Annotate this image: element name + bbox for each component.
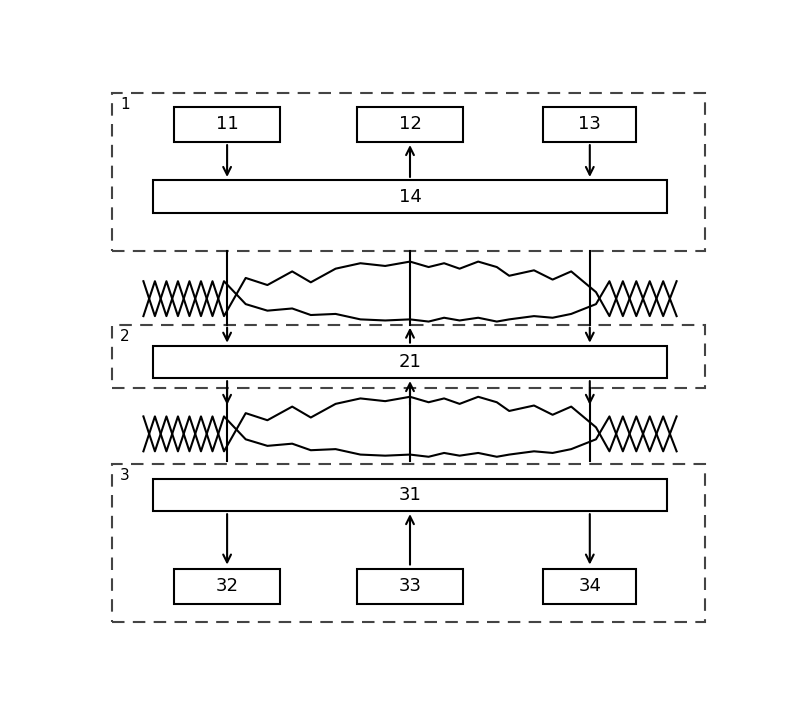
- Text: 11: 11: [216, 115, 238, 134]
- Bar: [112, 464, 705, 622]
- Bar: [174, 107, 280, 142]
- Bar: [153, 181, 667, 213]
- Text: 34: 34: [578, 577, 602, 595]
- Text: 13: 13: [578, 115, 602, 134]
- Bar: [112, 93, 705, 251]
- Bar: [174, 569, 280, 604]
- Text: 31: 31: [398, 486, 422, 504]
- Text: 3: 3: [120, 468, 130, 483]
- Bar: [543, 107, 636, 142]
- Text: 14: 14: [398, 188, 422, 206]
- Bar: [153, 479, 667, 511]
- Bar: [358, 569, 462, 604]
- Text: 2: 2: [120, 329, 130, 344]
- Text: 12: 12: [398, 115, 422, 134]
- Text: 1: 1: [120, 98, 130, 113]
- Text: 21: 21: [398, 353, 422, 371]
- Bar: [358, 107, 462, 142]
- Text: 33: 33: [398, 577, 422, 595]
- Bar: [112, 325, 705, 387]
- Bar: [543, 569, 636, 604]
- Text: 32: 32: [216, 577, 238, 595]
- Bar: [153, 346, 667, 378]
